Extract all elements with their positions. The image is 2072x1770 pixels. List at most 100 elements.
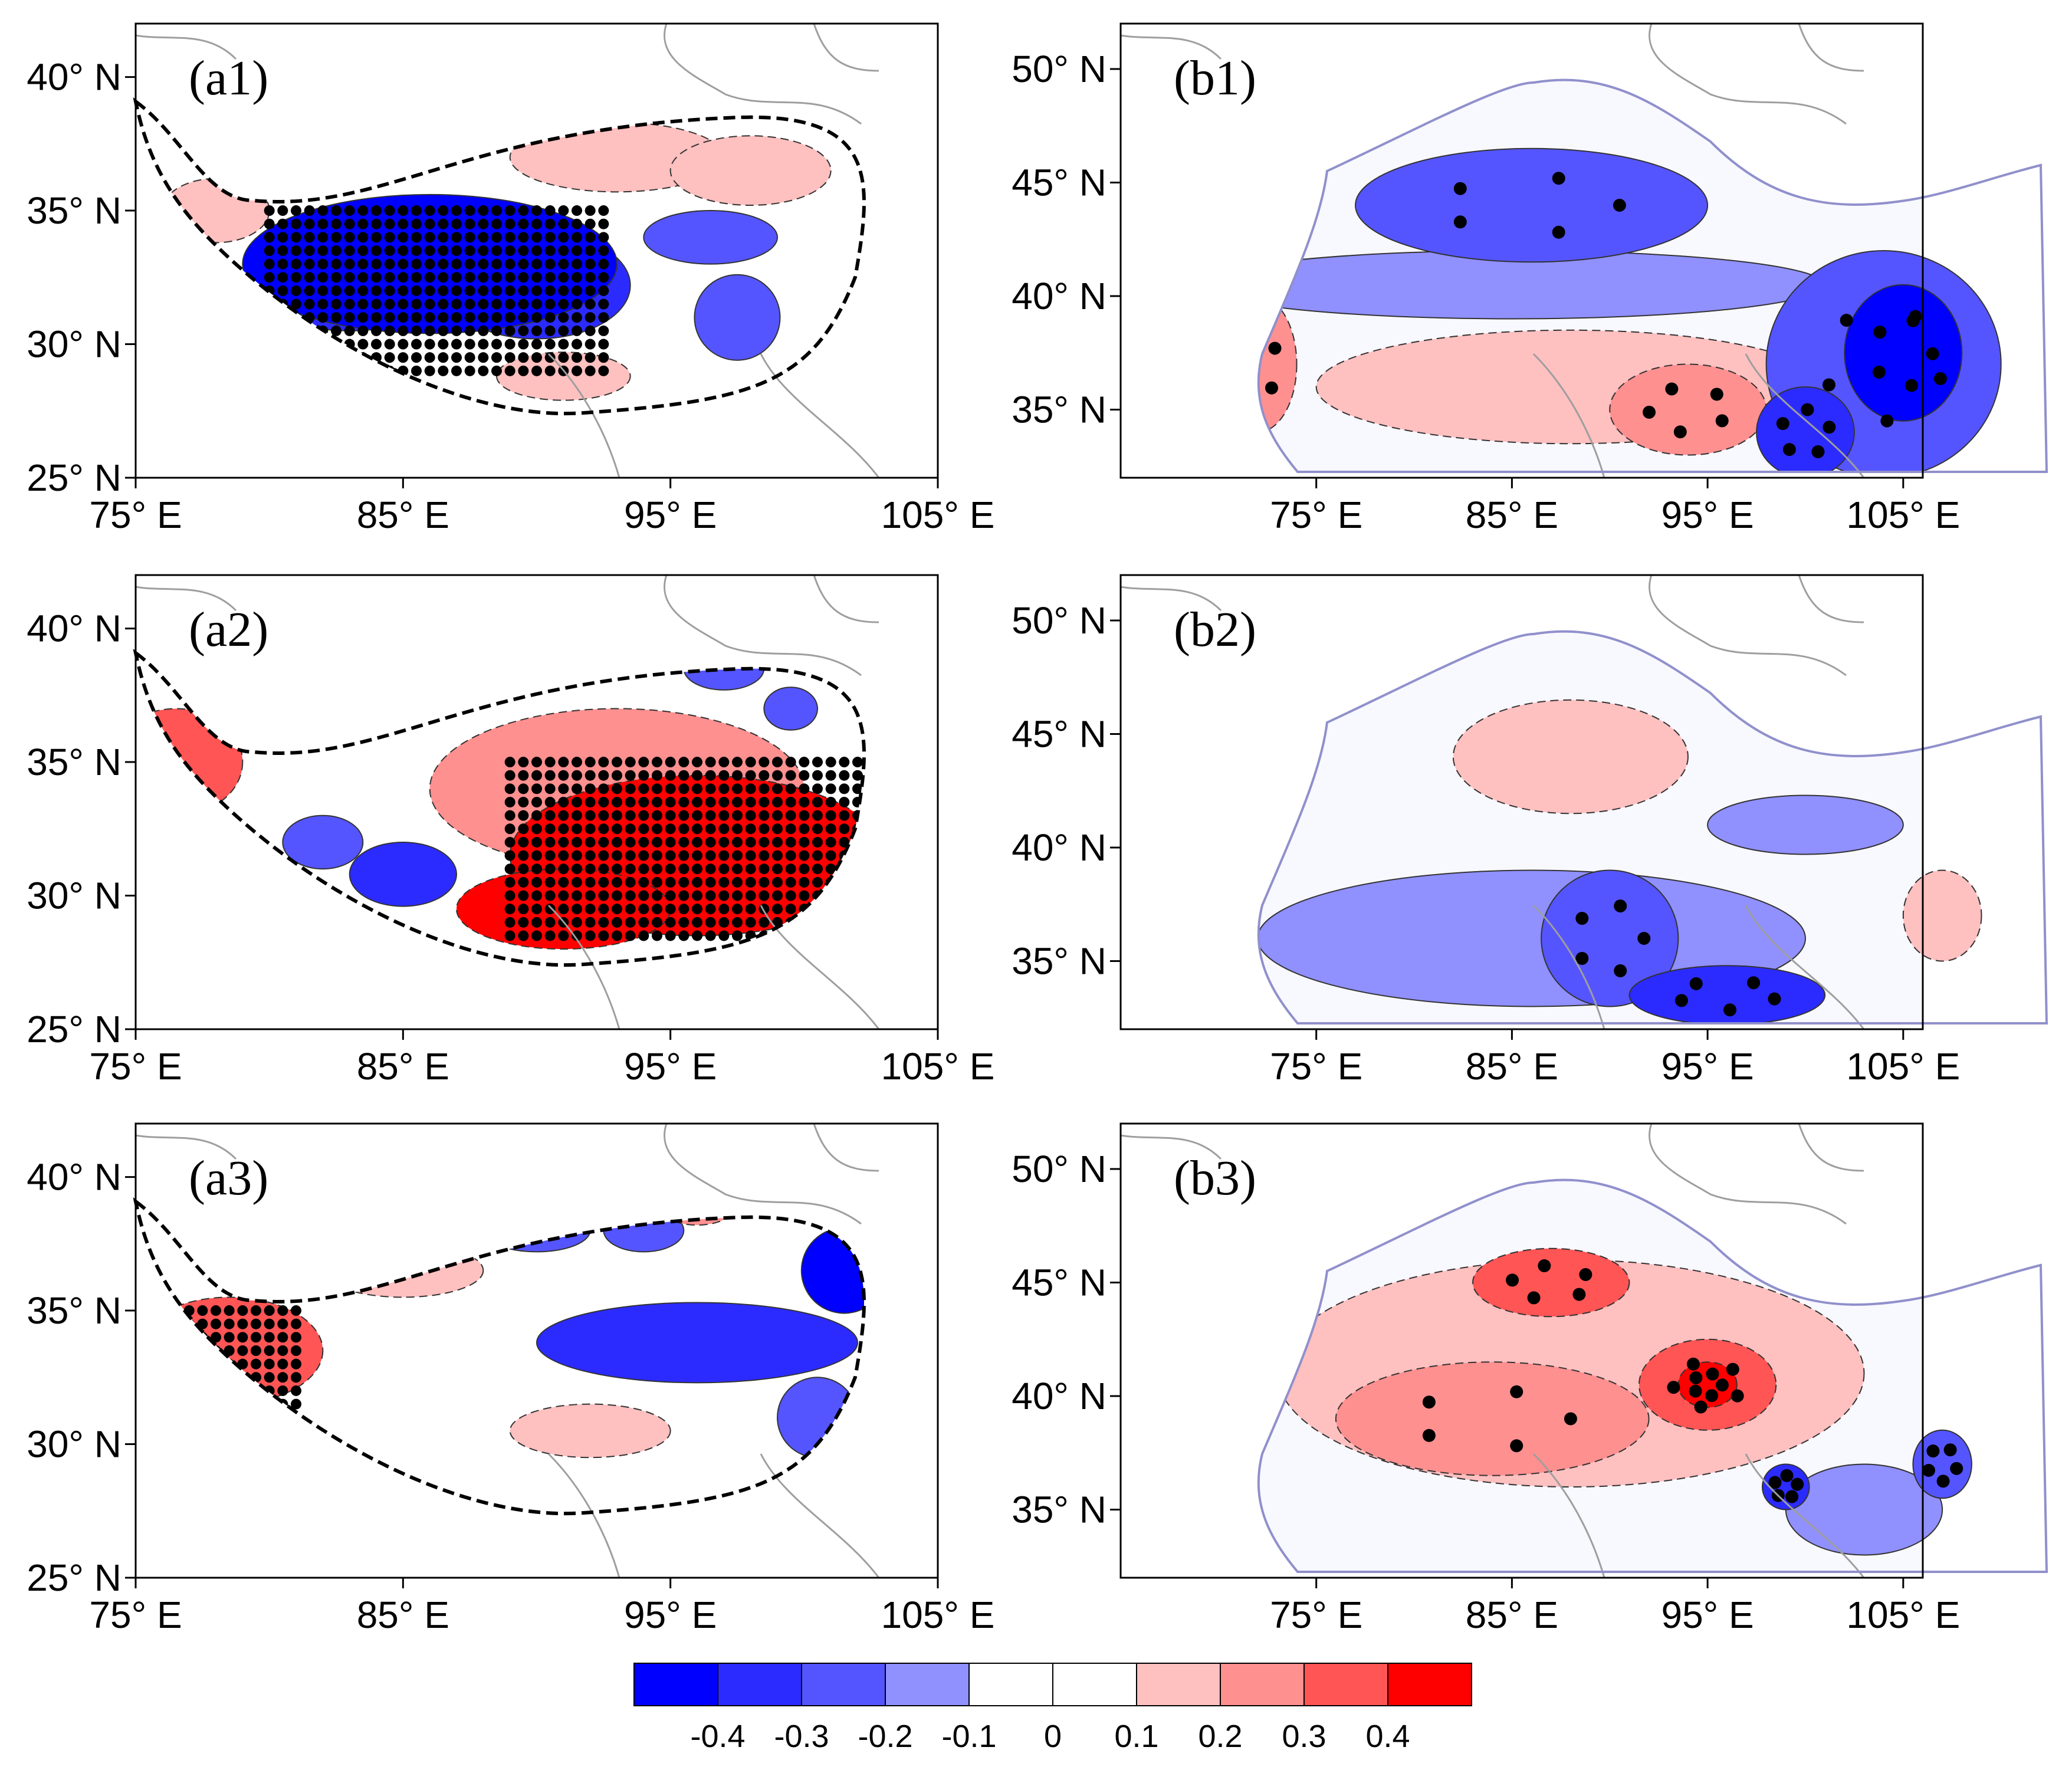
significance-dot	[678, 823, 689, 835]
significance-dot	[251, 1332, 261, 1343]
plot-frame	[134, 574, 939, 1030]
significance-dot	[678, 850, 689, 861]
significance-dot	[357, 285, 369, 296]
significance-dot	[277, 218, 288, 229]
station-dot	[1579, 1267, 1592, 1281]
significance-dot	[411, 325, 422, 336]
significance-dot	[652, 797, 662, 807]
significance-dot	[398, 312, 409, 323]
significance-dot	[572, 863, 582, 875]
significance-dot	[598, 770, 609, 781]
station-dot	[1723, 1003, 1737, 1017]
significance-dot	[451, 298, 462, 310]
significance-dot	[438, 339, 449, 350]
significance-dot	[598, 245, 609, 256]
significance-dot	[317, 258, 329, 270]
significance-dot	[464, 325, 475, 336]
station-dot	[1731, 1389, 1744, 1403]
significance-dot	[518, 312, 529, 323]
country-border	[760, 353, 880, 478]
anomaly-region-4	[643, 210, 779, 265]
x-tick-label: 95° E	[1661, 1594, 1754, 1636]
significance-dot	[398, 205, 409, 216]
x-tick-label: 75° E	[89, 1045, 182, 1088]
significance-dot	[264, 1318, 275, 1329]
significance-dot	[692, 930, 702, 941]
significance-dot	[799, 836, 810, 848]
colorbar-swatch	[717, 1663, 802, 1706]
significance-dot	[544, 298, 556, 310]
significance-dot	[652, 757, 662, 768]
significance-dot	[585, 285, 596, 296]
significance-dot	[585, 783, 596, 794]
significance-dot	[357, 272, 369, 283]
x-tick-label: 105° E	[881, 1594, 995, 1636]
country-border	[760, 905, 880, 1030]
country-border	[1798, 23, 1864, 72]
significance-dot	[678, 770, 689, 781]
significance-dot	[825, 863, 836, 875]
significance-dot	[384, 245, 395, 256]
significance-dot	[558, 205, 569, 216]
significance-dot	[398, 325, 409, 336]
significance-dot	[678, 876, 689, 888]
significance-dot	[504, 339, 515, 350]
significance-dot	[491, 339, 502, 350]
significance-dot	[384, 352, 395, 363]
significance-dot	[464, 205, 475, 216]
y-tick-label: 35° N	[27, 1289, 122, 1332]
significance-dot	[478, 205, 489, 216]
significance-dot	[531, 339, 542, 350]
significance-dot	[371, 339, 382, 350]
panel-a3: (a3) 75° E 85° E 95° E 105° E 25° N 30° N 35° N…	[27, 1122, 995, 1636]
significance-dot	[665, 770, 676, 781]
colorbar-swatch	[1052, 1663, 1137, 1706]
x-tick-label: 75° E	[1270, 1594, 1362, 1636]
station-dot	[1265, 381, 1279, 395]
significance-dot	[825, 757, 836, 768]
significance-dot	[277, 1345, 288, 1356]
significance-dot	[531, 876, 542, 888]
significance-dot	[504, 312, 515, 323]
significance-dot	[277, 1332, 288, 1343]
significance-dot	[678, 836, 689, 848]
significance-dot	[678, 757, 689, 768]
station-dot	[1689, 1384, 1702, 1398]
significance-dot	[572, 205, 582, 216]
significance-dot	[558, 770, 569, 781]
station-dot	[1922, 1463, 1935, 1477]
significance-dot	[544, 770, 556, 781]
significance-dot	[558, 272, 569, 283]
significance-dot	[665, 783, 676, 794]
significance-dot	[424, 285, 435, 296]
significance-dot	[504, 325, 515, 336]
significance-dot	[598, 810, 609, 821]
significance-dot	[558, 783, 569, 794]
anomaly-region-4	[1609, 363, 1767, 456]
colorbar-label: -0.3	[774, 1719, 829, 1754]
station-dot	[1510, 1385, 1523, 1398]
significance-dot	[598, 352, 609, 363]
significance-dot	[758, 810, 770, 821]
significance-dot	[799, 863, 810, 875]
significance-dot	[518, 836, 529, 848]
significance-dot	[839, 797, 850, 807]
significance-dot	[531, 917, 542, 928]
significance-dot	[331, 312, 341, 323]
significance-dot	[518, 770, 529, 781]
anomaly-region-3	[1902, 869, 1982, 962]
significance-dot	[291, 1385, 301, 1396]
panel-label: (a3)	[189, 1151, 268, 1206]
anomaly-region-5	[1258, 295, 1298, 433]
anomaly-region-5	[694, 274, 781, 361]
anomaly-region-2	[1355, 147, 1709, 263]
y-tick-label: 40° N	[27, 1156, 122, 1198]
panel-a1: (a1) 75° E 85° E 95° E 105° E 25° N 30° N 35° N…	[27, 22, 994, 536]
anomaly-region-2	[763, 687, 818, 731]
significance-dot	[531, 890, 542, 901]
significance-dot	[478, 258, 489, 270]
significance-dot	[424, 205, 435, 216]
station-dot	[1715, 414, 1729, 428]
station-dot	[1673, 425, 1687, 439]
significance-dot	[544, 917, 556, 928]
